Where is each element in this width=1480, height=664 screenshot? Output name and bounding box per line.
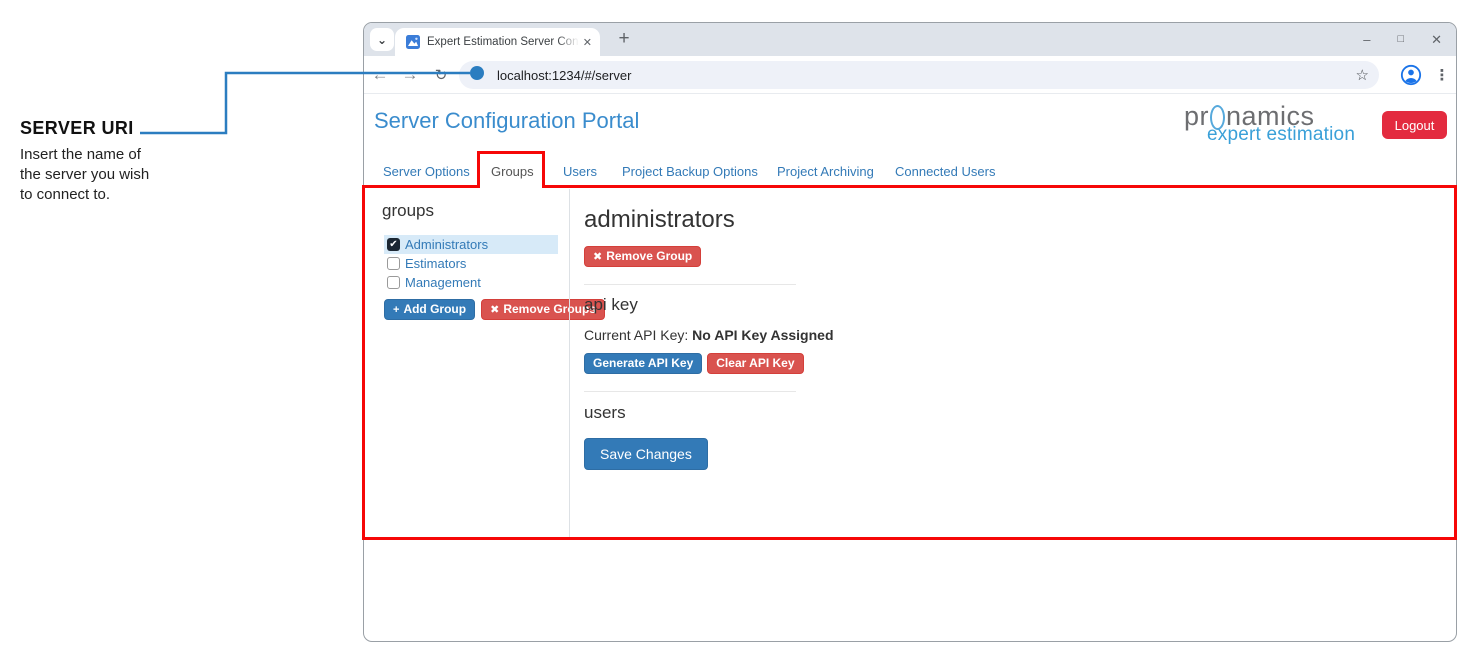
page-title: Server Configuration Portal: [374, 108, 640, 133]
add-group-label: Add Group: [403, 302, 467, 316]
new-tab-button[interactable]: +: [618, 28, 630, 49]
logout-button[interactable]: Logout: [1382, 111, 1447, 139]
browser-window: ⌄ Expert Estimation Server Config ✕ + – …: [363, 22, 1457, 642]
group-detail-heading: administrators: [584, 206, 735, 233]
groups-panel-buttons: + Add Group ✖ Remove Groups: [384, 299, 606, 320]
reload-button[interactable]: ↻: [434, 67, 448, 84]
divider: [584, 284, 796, 285]
checkbox-unchecked-icon[interactable]: [387, 257, 400, 270]
address-bar[interactable]: localhost:1234/#/server ☆: [459, 61, 1379, 89]
profile-icon[interactable]: [1400, 64, 1422, 86]
tab-search-button[interactable]: ⌄: [370, 28, 394, 51]
annotation-description: Insert the name of the server you wish t…: [20, 145, 250, 205]
window-controls: – □ ✕: [1363, 23, 1442, 56]
groups-list: ✔ Administrators Estimators Management: [384, 235, 558, 292]
current-api-key-line: Current API Key: No API Key Assigned: [584, 327, 834, 343]
api-key-value: No API Key Assigned: [692, 327, 834, 343]
annotation-line-3: to connect to.: [20, 186, 111, 203]
chevron-down-icon: ⌄: [376, 32, 388, 47]
tab-groups[interactable]: Groups: [491, 164, 534, 179]
remove-groups-label: Remove Groups: [503, 302, 597, 316]
tab-project-backup-options[interactable]: Project Backup Options: [622, 164, 758, 179]
annotation-line-1: Insert the name of: [20, 146, 141, 163]
panel-divider: [569, 189, 570, 538]
group-row-management[interactable]: Management: [384, 273, 558, 292]
cross-icon: ✖: [593, 251, 603, 263]
group-row-estimators[interactable]: Estimators: [384, 254, 558, 273]
browser-toolbar: ← → ↻ localhost:1234/#/server ☆ ⋮: [364, 56, 1456, 94]
remove-group-button[interactable]: ✖ Remove Group: [584, 246, 702, 267]
browser-menu-icon[interactable]: ⋮: [1434, 67, 1450, 84]
pronamics-logo: pr namics expert estimation: [1184, 103, 1355, 146]
remove-group-label: Remove Group: [606, 249, 693, 263]
maximize-button[interactable]: □: [1397, 33, 1405, 45]
checkbox-unchecked-icon[interactable]: [387, 276, 400, 289]
back-button[interactable]: ←: [371, 65, 389, 84]
logo-brand: pr namics: [1184, 101, 1355, 131]
remove-groups-button[interactable]: ✖ Remove Groups: [481, 299, 606, 320]
group-label[interactable]: Management: [405, 275, 481, 290]
group-label[interactable]: Administrators: [405, 237, 489, 252]
annotation-line-2: the server you wish: [20, 166, 150, 183]
checkbox-checked-icon[interactable]: ✔: [387, 238, 400, 251]
tab-connected-users[interactable]: Connected Users: [895, 164, 996, 179]
api-key-buttons: Generate API Key Clear API Key: [584, 353, 804, 374]
browser-tab[interactable]: Expert Estimation Server Config ✕: [395, 28, 600, 56]
tab-close-icon[interactable]: ✕: [582, 36, 592, 49]
remove-group-row: ✖ Remove Group: [584, 246, 702, 267]
save-changes-button[interactable]: Save Changes: [584, 438, 708, 470]
api-key-label: Current API Key:: [584, 327, 693, 343]
forward-button[interactable]: →: [401, 65, 419, 84]
groups-panel-heading: groups: [382, 201, 434, 220]
annotation-title: SERVER URI: [20, 118, 134, 138]
close-button[interactable]: ✕: [1431, 32, 1442, 47]
tab-server-options[interactable]: Server Options: [383, 164, 470, 179]
divider: [584, 391, 796, 392]
browser-tab-strip: ⌄ Expert Estimation Server Config ✕ + – …: [364, 23, 1456, 56]
plus-icon: +: [393, 304, 400, 316]
tab-title: Expert Estimation Server Config: [427, 36, 579, 48]
annotation-callout: SERVER URI Insert the name of the server…: [20, 118, 250, 205]
users-heading: users: [584, 403, 626, 422]
group-label[interactable]: Estimators: [405, 256, 467, 271]
logo-o-icon: [1210, 105, 1226, 130]
generate-api-key-button[interactable]: Generate API Key: [584, 353, 703, 374]
group-row-administrators[interactable]: ✔ Administrators: [384, 235, 558, 254]
logo-brand-prefix: pr: [1184, 101, 1210, 131]
logo-tagline: expert estimation: [1207, 124, 1356, 145]
tab-favicon-icon: [406, 35, 420, 49]
url-text[interactable]: localhost:1234/#/server: [497, 67, 632, 83]
tab-users[interactable]: Users: [563, 164, 597, 179]
api-key-heading: api key: [584, 295, 638, 314]
minimize-button[interactable]: –: [1363, 32, 1371, 47]
cross-icon: ✖: [490, 304, 500, 316]
logo-brand-suffix: namics: [1226, 101, 1315, 131]
bookmark-star-icon[interactable]: ☆: [1355, 67, 1369, 84]
tab-project-archiving[interactable]: Project Archiving: [777, 164, 874, 179]
clear-api-key-button[interactable]: Clear API Key: [707, 353, 804, 374]
add-group-button[interactable]: + Add Group: [384, 299, 476, 320]
